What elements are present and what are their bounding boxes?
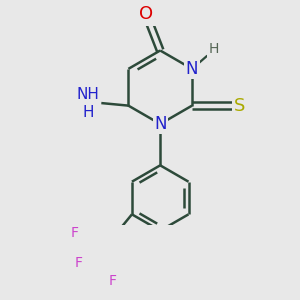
Text: S: S xyxy=(234,97,246,115)
Text: F: F xyxy=(70,226,78,240)
Text: H: H xyxy=(208,43,219,56)
Text: O: O xyxy=(139,5,153,23)
Text: N: N xyxy=(154,115,167,133)
Text: N: N xyxy=(186,60,198,78)
Text: F: F xyxy=(109,274,117,288)
Text: F: F xyxy=(74,256,82,270)
Text: NH: NH xyxy=(76,87,100,102)
Text: H: H xyxy=(82,105,94,120)
